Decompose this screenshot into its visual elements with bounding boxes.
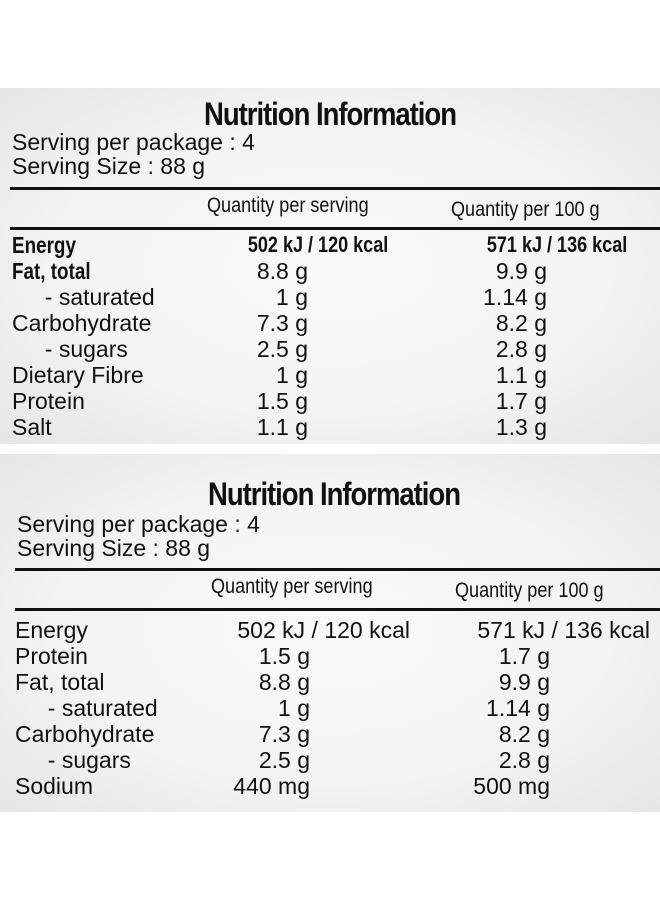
nutrient-row-saturated: - saturated 1 g 1.14 g — [0, 695, 660, 721]
per-serving-value: 8.8 g — [256, 258, 308, 284]
per-serving-value: 502 kJ / 120 kcal — [247, 232, 388, 257]
per-serving-value: 1 g — [276, 284, 308, 310]
divider-top — [15, 568, 660, 571]
panel-title: Nutrition Information — [208, 476, 461, 512]
nutrient-label: Fat, total — [12, 258, 91, 284]
per-serving-value: 7.3 g — [258, 721, 310, 747]
nutrient-row-carbohydrate: Carbohydrate 7.3 g 8.2 g — [0, 721, 660, 747]
column-header-per-100g: Quantity per 100 g — [451, 198, 600, 221]
per-serving-value: 502 kJ / 120 kcal — [237, 617, 410, 643]
serving-size: Serving Size : 88 g — [17, 535, 211, 561]
per-serving-value: 440 mg — [233, 773, 310, 799]
per-100g-value: 8.2 g — [495, 310, 547, 336]
per-100g-value: 1.14 g — [483, 284, 547, 310]
per-100g-value: 9.9 g — [498, 669, 550, 695]
divider-top — [10, 187, 660, 190]
per-serving-value: 8.8 g — [258, 669, 310, 695]
nutrition-panel-1: Nutrition Information Serving per packag… — [0, 88, 660, 444]
nutrient-row-protein: Protein 1.5 g 1.7 g — [0, 643, 660, 669]
nutrient-label: Fat, total — [15, 669, 105, 695]
nutrient-row-fat-total: Fat, total 8.8 g 9.9 g — [0, 669, 660, 695]
per-serving-value: 2.5 g — [258, 747, 310, 773]
nutrient-row-dietary-fibre: Dietary Fibre 1 g 1.1 g — [0, 362, 660, 388]
nutrient-label: Carbohydrate — [12, 310, 152, 336]
nutrient-label: Dietary Fibre — [12, 362, 144, 388]
per-serving-value: 1.5 g — [256, 388, 308, 414]
nutrient-label: Carbohydrate — [15, 721, 155, 747]
per-100g-value: 571 kJ / 136 kcal — [477, 617, 650, 643]
per-100g-value: 1.7 g — [498, 643, 550, 669]
per-100g-value: 500 mg — [473, 773, 550, 799]
per-100g-value: 1.14 g — [486, 695, 550, 721]
nutrient-row-sugars: - sugars 2.5 g 2.8 g — [0, 747, 660, 773]
column-header-per-100g: Quantity per 100 g — [455, 579, 604, 602]
nutrient-label: Energy — [15, 617, 88, 643]
nutrient-row-sugars: - sugars 2.5 g 2.8 g — [0, 336, 660, 362]
per-100g-value: 2.8 g — [498, 747, 550, 773]
per-serving-value: 1 g — [276, 362, 308, 388]
serving-per-package: Serving per package : 4 — [12, 129, 255, 155]
per-100g-value: 9.9 g — [495, 258, 547, 284]
nutrient-label: Sodium — [15, 773, 93, 799]
per-100g-value: 1.3 g — [495, 414, 547, 440]
nutrient-row-carbohydrate: Carbohydrate 7.3 g 8.2 g — [0, 310, 660, 336]
per-100g-value: 1.7 g — [495, 388, 547, 414]
per-serving-value: 1.1 g — [256, 414, 308, 440]
per-100g-value: 571 kJ / 136 kcal — [486, 232, 627, 257]
per-100g-value: 8.2 g — [498, 721, 550, 747]
nutrient-row-saturated: - saturated 1 g 1.14 g — [0, 284, 660, 310]
column-header-per-serving: Quantity per serving — [207, 194, 369, 217]
nutrient-label: - sugars — [35, 747, 131, 773]
per-serving-value: 7.3 g — [256, 310, 308, 336]
per-serving-value: 1 g — [278, 695, 310, 721]
nutrient-label: - saturated — [35, 695, 158, 721]
nutrition-panel-2: Nutrition Information Serving per packag… — [0, 454, 660, 812]
nutrient-label: Salt — [12, 414, 52, 440]
nutrient-label: - saturated — [32, 284, 155, 310]
nutrient-label: Protein — [15, 643, 88, 669]
per-serving-value: 2.5 g — [256, 336, 308, 362]
serving-size: Serving Size : 88 g — [12, 153, 206, 179]
nutrient-row-salt: Salt 1.1 g 1.3 g — [0, 414, 660, 440]
nutrient-row-energy: Energy 502 kJ / 120 kcal 571 kJ / 136 kc… — [0, 617, 660, 643]
nutrient-row-fat-total: Fat, total 8.8 g 9.9 g — [0, 258, 660, 284]
per-serving-value: 1.5 g — [258, 643, 310, 669]
nutrient-row-protein: Protein 1.5 g 1.7 g — [0, 388, 660, 414]
serving-per-package: Serving per package : 4 — [17, 511, 260, 537]
nutrient-label: - sugars — [32, 336, 128, 362]
panel-title: Nutrition Information — [204, 96, 457, 132]
divider-header — [15, 608, 660, 611]
nutrient-row-energy: Energy 502 kJ / 120 kcal 571 kJ / 136 kc… — [0, 232, 660, 258]
column-header-per-serving: Quantity per serving — [211, 575, 373, 598]
nutrient-row-sodium: Sodium 440 mg 500 mg — [0, 773, 660, 799]
per-100g-value: 2.8 g — [495, 336, 547, 362]
nutrient-label: Protein — [12, 388, 85, 414]
per-100g-value: 1.1 g — [495, 362, 547, 388]
nutrient-label: Energy — [12, 232, 76, 258]
divider-header — [10, 227, 660, 230]
